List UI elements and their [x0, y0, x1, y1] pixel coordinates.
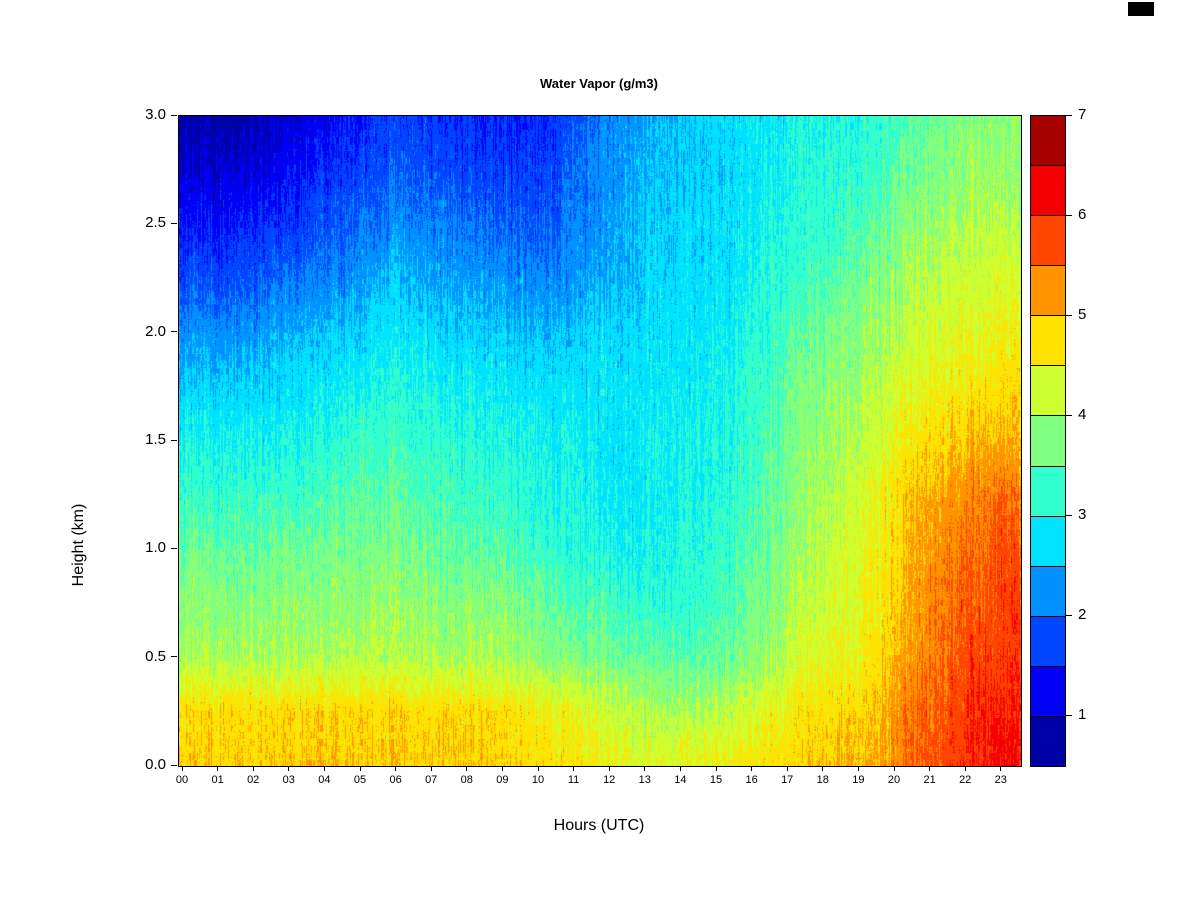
- x-tick: [252, 766, 254, 771]
- colorbar-block: [1031, 715, 1065, 767]
- colorbar-block: [1031, 665, 1065, 716]
- colorbar-block: [1031, 315, 1065, 366]
- x-tick-label: 13: [638, 774, 651, 786]
- y-tick: [171, 331, 177, 333]
- colorbar-block: [1031, 415, 1065, 466]
- x-tick-label: 18: [816, 774, 829, 786]
- x-tick: [323, 766, 325, 771]
- x-tick-label: 07: [425, 774, 438, 786]
- y-tick-label: 0.0: [145, 756, 166, 773]
- x-tick-label: 14: [674, 774, 687, 786]
- x-tick: [1000, 766, 1002, 771]
- x-tick: [501, 766, 503, 771]
- y-tick-label: 2.0: [145, 322, 166, 340]
- x-tick: [359, 766, 361, 771]
- x-tick-label: 00: [175, 774, 189, 786]
- x-tick: [857, 766, 859, 771]
- x-tick: [217, 766, 219, 771]
- x-tick-label: 10: [531, 774, 545, 786]
- y-tick-label: 1.5: [145, 431, 166, 448]
- x-tick: [822, 766, 824, 771]
- x-tick-label: 20: [887, 774, 901, 786]
- x-tick: [644, 766, 646, 771]
- colorbar-block: [1031, 165, 1065, 216]
- x-tick-label: 17: [781, 774, 794, 786]
- x-tick: [395, 766, 397, 771]
- colorbar-tick: [1066, 314, 1072, 316]
- x-tick-label: 15: [709, 774, 723, 786]
- x-tick-label: 01: [211, 774, 224, 786]
- y-axis-title: Height (km): [70, 503, 87, 587]
- x-tick-label: 16: [745, 774, 758, 786]
- colorbar-tick-label: 4: [1078, 406, 1087, 423]
- colorbar-tick: [1066, 114, 1072, 116]
- x-tick: [288, 766, 290, 771]
- colorbar-block: [1031, 515, 1065, 566]
- x-tick-label: 19: [852, 774, 865, 786]
- x-tick: [964, 766, 966, 771]
- y-tick: [171, 656, 177, 658]
- y-tick: [171, 439, 177, 441]
- colorbar-block: [1031, 365, 1065, 416]
- x-tick: [573, 766, 575, 771]
- colorbar-tick-label: 7: [1078, 106, 1087, 123]
- colorbar-tick-label: 3: [1078, 506, 1087, 523]
- colorbar-block: [1031, 265, 1065, 316]
- colorbar-tick-label: 6: [1078, 206, 1087, 223]
- x-tick-label: 06: [389, 774, 402, 786]
- x-tick: [430, 766, 432, 771]
- x-axis-title: Hours (UTC): [553, 817, 645, 834]
- x-tick: [537, 766, 539, 771]
- y-tick-label: 1.0: [145, 539, 166, 557]
- x-tick-label: 09: [496, 774, 509, 786]
- chart-title: Water Vapor (g/m3): [540, 76, 658, 91]
- x-tick-label: 04: [318, 774, 331, 786]
- heatmap-canvas: [179, 116, 1021, 766]
- colorbar-block: [1031, 615, 1065, 666]
- x-tick-label: 22: [959, 774, 972, 786]
- x-tick: [679, 766, 681, 771]
- y-tick: [171, 222, 177, 224]
- x-tick: [181, 766, 183, 771]
- x-tick-label: 21: [923, 774, 936, 786]
- y-tick-label: 2.5: [145, 214, 166, 232]
- colorbar-block: [1031, 465, 1065, 516]
- x-tick: [751, 766, 753, 771]
- colorbar-block: [1031, 565, 1065, 616]
- colorbar-tick: [1066, 214, 1072, 216]
- x-tick: [893, 766, 895, 771]
- y-tick-label: 3.0: [145, 106, 166, 123]
- x-tick-label: 02: [247, 774, 260, 786]
- x-tick-label: 05: [353, 774, 367, 786]
- x-tick-label: 11: [567, 774, 580, 786]
- colorbar-tick-label: 1: [1078, 706, 1087, 723]
- x-tick-label: 03: [282, 774, 295, 786]
- x-tick: [466, 766, 468, 771]
- plot-area: [178, 115, 1022, 767]
- x-tick: [715, 766, 717, 771]
- x-tick-label: 08: [460, 774, 473, 786]
- colorbar-block: [1031, 116, 1065, 166]
- colorbar: [1030, 115, 1066, 767]
- colorbar-tick: [1066, 614, 1072, 616]
- y-tick: [171, 764, 177, 766]
- y-tick-label: 0.5: [145, 647, 166, 665]
- colorbar-block: [1031, 215, 1065, 266]
- x-tick: [608, 766, 610, 771]
- y-tick: [171, 114, 177, 116]
- x-tick-label: 12: [603, 774, 616, 786]
- x-tick-label: 23: [994, 774, 1007, 786]
- y-tick: [171, 547, 177, 549]
- colorbar-tick-label: 2: [1078, 606, 1087, 623]
- x-tick: [786, 766, 788, 771]
- colorbar-tick-label: 5: [1078, 306, 1087, 323]
- colorbar-tick: [1066, 514, 1072, 516]
- x-tick: [929, 766, 931, 771]
- colorbar-tick: [1066, 714, 1072, 716]
- screen-artifact: [1128, 2, 1154, 16]
- colorbar-tick: [1066, 414, 1072, 416]
